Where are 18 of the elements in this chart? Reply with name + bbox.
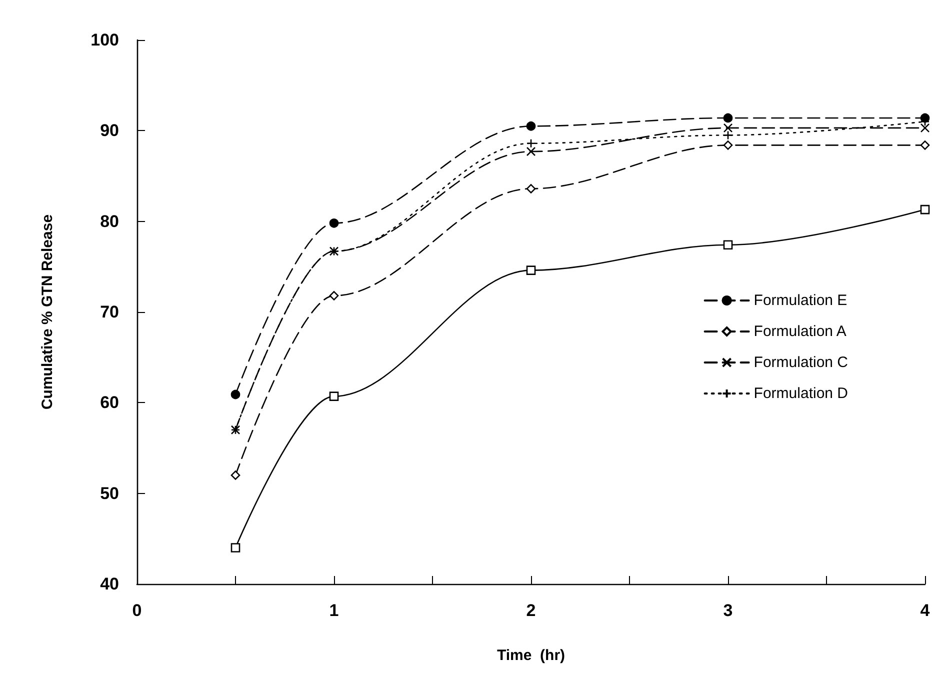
y-tick-label: 40 [100, 574, 119, 594]
x-tick-label: 1 [329, 601, 339, 620]
y-tick-label: 50 [100, 484, 119, 503]
x-tick-label: 3 [723, 601, 733, 620]
x-tick-label: 2 [526, 601, 536, 620]
legend-label: Formulation A [754, 323, 846, 340]
y-tick-label: 70 [100, 302, 119, 322]
x-tick-label: 4 [920, 601, 930, 620]
y-tick-label: 100 [90, 30, 119, 50]
y-tick-label: 90 [100, 121, 119, 140]
x-tick-label: 0 [132, 601, 142, 620]
y-axis-title: Cumulative % GTN Release [39, 214, 56, 410]
legend-label: Formulation C [754, 354, 848, 371]
x-axis-title: Time (hr) [496, 647, 566, 664]
legend-label: Formulation E [754, 292, 848, 309]
legend-label: Formulation D [754, 385, 848, 402]
y-tick-label: 60 [100, 393, 119, 412]
y-tick-label: 80 [100, 212, 119, 231]
